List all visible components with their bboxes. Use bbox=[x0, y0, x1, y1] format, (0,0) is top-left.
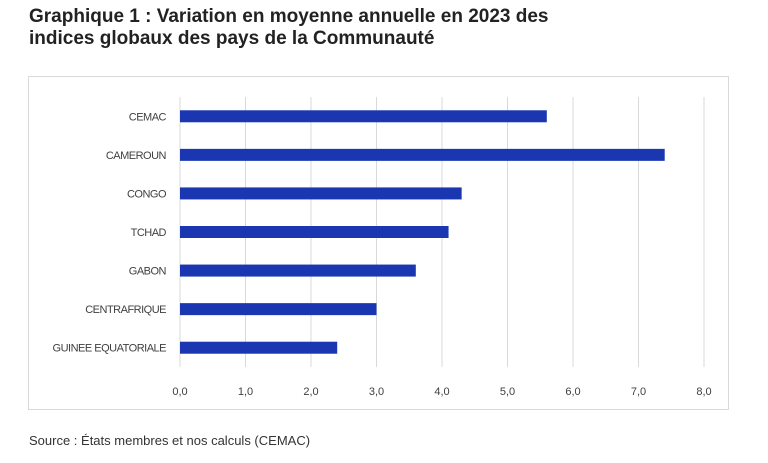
bar-gabon bbox=[180, 264, 416, 277]
x-tick-label: 4,0 bbox=[434, 386, 449, 398]
chart-title-line-2: indices globaux des pays de la Communaut… bbox=[29, 28, 435, 49]
x-tick-label: 5,0 bbox=[500, 386, 515, 398]
x-tick-label: 0,0 bbox=[172, 386, 187, 398]
bar-guinee-equatoriale bbox=[180, 341, 338, 354]
x-tick-label: 1,0 bbox=[238, 386, 253, 398]
x-tick-label: 3,0 bbox=[369, 386, 384, 398]
x-tick-label: 6,0 bbox=[565, 386, 580, 398]
bar-tchad bbox=[180, 226, 449, 238]
category-label: CAMEROUN bbox=[106, 150, 167, 162]
source-note: Source : États membres et nos calculs (C… bbox=[29, 433, 311, 448]
category-label: CEMAC bbox=[129, 111, 167, 123]
x-tick-label: 7,0 bbox=[631, 386, 646, 398]
category-label: CENTRAFRIQUE bbox=[85, 304, 166, 316]
x-tick-label: 8,0 bbox=[696, 386, 711, 398]
category-label: GUINEE EQUATORIALE bbox=[53, 343, 167, 355]
bar-cameroun bbox=[180, 148, 665, 161]
x-tick-label: 2,0 bbox=[303, 386, 318, 398]
bar-centrafrique bbox=[180, 303, 377, 316]
bar-congo bbox=[180, 187, 462, 200]
category-label: TCHAD bbox=[131, 227, 167, 239]
chart-title-line-1: Graphique 1 : Variation en moyenne annue… bbox=[29, 6, 549, 27]
category-label: GABON bbox=[129, 266, 167, 278]
bar-cemac bbox=[180, 110, 547, 123]
chart-frame bbox=[28, 76, 729, 410]
chart-title: Graphique 1 : Variation en moyenne annue… bbox=[29, 6, 749, 50]
category-label: CONGO bbox=[127, 188, 167, 200]
